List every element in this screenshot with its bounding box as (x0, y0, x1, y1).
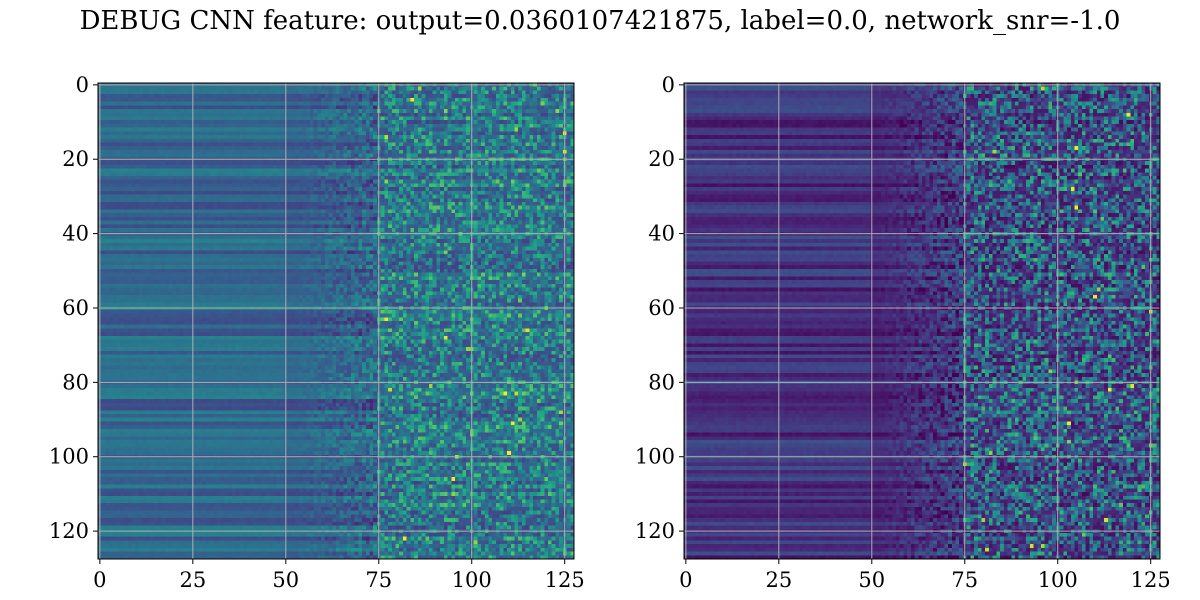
x-tick-label: 0 (679, 568, 692, 592)
y-tick-label: 40 (648, 222, 675, 246)
heatmap-cells (684, 83, 1160, 559)
y-tick-label: 60 (648, 296, 675, 320)
axes-frame (97, 82, 575, 560)
axes-frame (683, 82, 1161, 560)
heatmap-panel-right: 0 25 50 75 100 125 0 20 40 60 80 100 120 (635, 73, 1171, 592)
x-tick-label: 50 (858, 568, 885, 592)
y-tick-label: 100 (635, 445, 675, 469)
y-tick-label: 0 (662, 73, 675, 97)
x-tick-label: 25 (179, 568, 206, 592)
heatmap-panel-left: 0 25 50 75 100 125 0 20 40 60 80 100 120 (49, 73, 585, 592)
y-tick-label: 100 (49, 445, 89, 469)
x-tick-label: 0 (93, 568, 106, 592)
x-tick-label: 25 (765, 568, 792, 592)
y-tick-label: 120 (635, 519, 675, 543)
y-tick-label: 20 (62, 147, 89, 171)
figure-title: DEBUG CNN feature: output=0.036010742187… (79, 6, 1121, 36)
x-tick-label: 125 (545, 568, 585, 592)
y-tick-label: 60 (62, 296, 89, 320)
x-tick-label: 100 (452, 568, 492, 592)
y-tick-label: 0 (76, 73, 89, 97)
x-tick-label: 100 (1038, 568, 1078, 592)
x-tick-label: 75 (365, 568, 392, 592)
y-tick-label: 80 (648, 370, 675, 394)
x-tick-label: 50 (272, 568, 299, 592)
y-tick-label: 120 (49, 519, 89, 543)
y-tick-label: 20 (648, 147, 675, 171)
x-tick-label: 125 (1131, 568, 1171, 592)
heatmap-cells (98, 83, 574, 559)
y-tick-label: 40 (62, 222, 89, 246)
x-tick-label: 75 (951, 568, 978, 592)
y-tick-label: 80 (62, 370, 89, 394)
